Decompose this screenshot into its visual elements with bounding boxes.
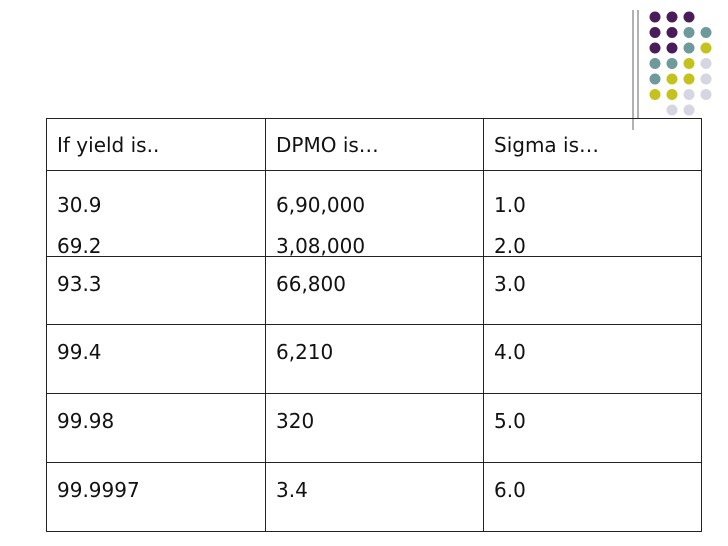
table-cell: 6.0 bbox=[483, 462, 702, 532]
cell-text: Sigma is… bbox=[494, 133, 600, 157]
dot bbox=[683, 89, 695, 100]
table-cell: If yield is.. bbox=[46, 118, 266, 171]
dot bbox=[683, 11, 695, 23]
dot bbox=[700, 89, 712, 100]
decoration bbox=[632, 10, 712, 130]
table-cell: 6,210 bbox=[265, 324, 484, 394]
table-cell: 99.98 bbox=[46, 393, 266, 463]
table-cell: 1.0 2.0 bbox=[483, 170, 702, 258]
cell-text: 99.9997 bbox=[57, 478, 140, 502]
cell-text: 3.4 bbox=[276, 478, 308, 502]
cell-text: DPMO is… bbox=[276, 133, 379, 157]
dot bbox=[666, 104, 678, 116]
dot bbox=[666, 89, 678, 100]
cell-text: 5.0 bbox=[494, 409, 526, 433]
cell-text: 6,210 bbox=[276, 340, 334, 364]
table-cell: 99.4 bbox=[46, 324, 266, 394]
dot bbox=[649, 42, 661, 54]
cell-text: 99.98 bbox=[57, 409, 115, 433]
dot bbox=[700, 42, 712, 54]
cell-text: 99.4 bbox=[57, 340, 102, 364]
table-cell: 3.4 bbox=[265, 462, 484, 532]
table-cell: 66,800 bbox=[265, 256, 484, 325]
cell-text: If yield is.. bbox=[57, 133, 160, 157]
cell-text: 320 bbox=[276, 409, 315, 433]
dot bbox=[649, 11, 661, 23]
dot bbox=[700, 27, 712, 38]
table-cell: 5.0 bbox=[483, 393, 702, 463]
table-cell: 6,90,000 3,08,000 bbox=[265, 170, 484, 258]
table-cell: 93.3 bbox=[46, 256, 266, 325]
dot bbox=[649, 27, 661, 38]
cell-text: 66,800 bbox=[276, 272, 346, 296]
dot bbox=[649, 89, 661, 100]
dot bbox=[649, 73, 661, 85]
cell-text: 93.3 bbox=[57, 272, 102, 296]
table-cell: 3.0 bbox=[483, 256, 702, 325]
dot bbox=[683, 73, 695, 85]
dot bbox=[666, 27, 678, 38]
cell-text: 6,90,000 bbox=[276, 193, 366, 217]
cell-text: 30.9 bbox=[57, 193, 102, 217]
table-cell: DPMO is… bbox=[265, 118, 484, 171]
cell-text: 4.0 bbox=[494, 340, 526, 364]
dot bbox=[666, 42, 678, 54]
table-cell: 320 bbox=[265, 393, 484, 463]
cell-text: 2.0 bbox=[494, 234, 526, 258]
cell-text: 3,08,000 bbox=[276, 234, 366, 258]
dot bbox=[666, 73, 678, 85]
dot bbox=[649, 58, 661, 69]
table-cell: Sigma is… bbox=[483, 118, 702, 171]
cell-text: 6.0 bbox=[494, 478, 526, 502]
cell-text: 1.0 bbox=[494, 193, 526, 217]
cell-text: 69.2 bbox=[57, 234, 102, 258]
table-cell: 30.9 69.2 bbox=[46, 170, 266, 258]
table-cell: 99.9997 bbox=[46, 462, 266, 532]
dot bbox=[666, 11, 678, 23]
dot bbox=[700, 73, 712, 85]
dot bbox=[683, 42, 695, 54]
dot bbox=[666, 58, 678, 69]
dot bbox=[700, 58, 712, 69]
table-cell: 4.0 bbox=[483, 324, 702, 394]
dot bbox=[683, 104, 695, 116]
cell-text: 3.0 bbox=[494, 272, 526, 296]
dot bbox=[683, 58, 695, 69]
dot bbox=[683, 27, 695, 38]
